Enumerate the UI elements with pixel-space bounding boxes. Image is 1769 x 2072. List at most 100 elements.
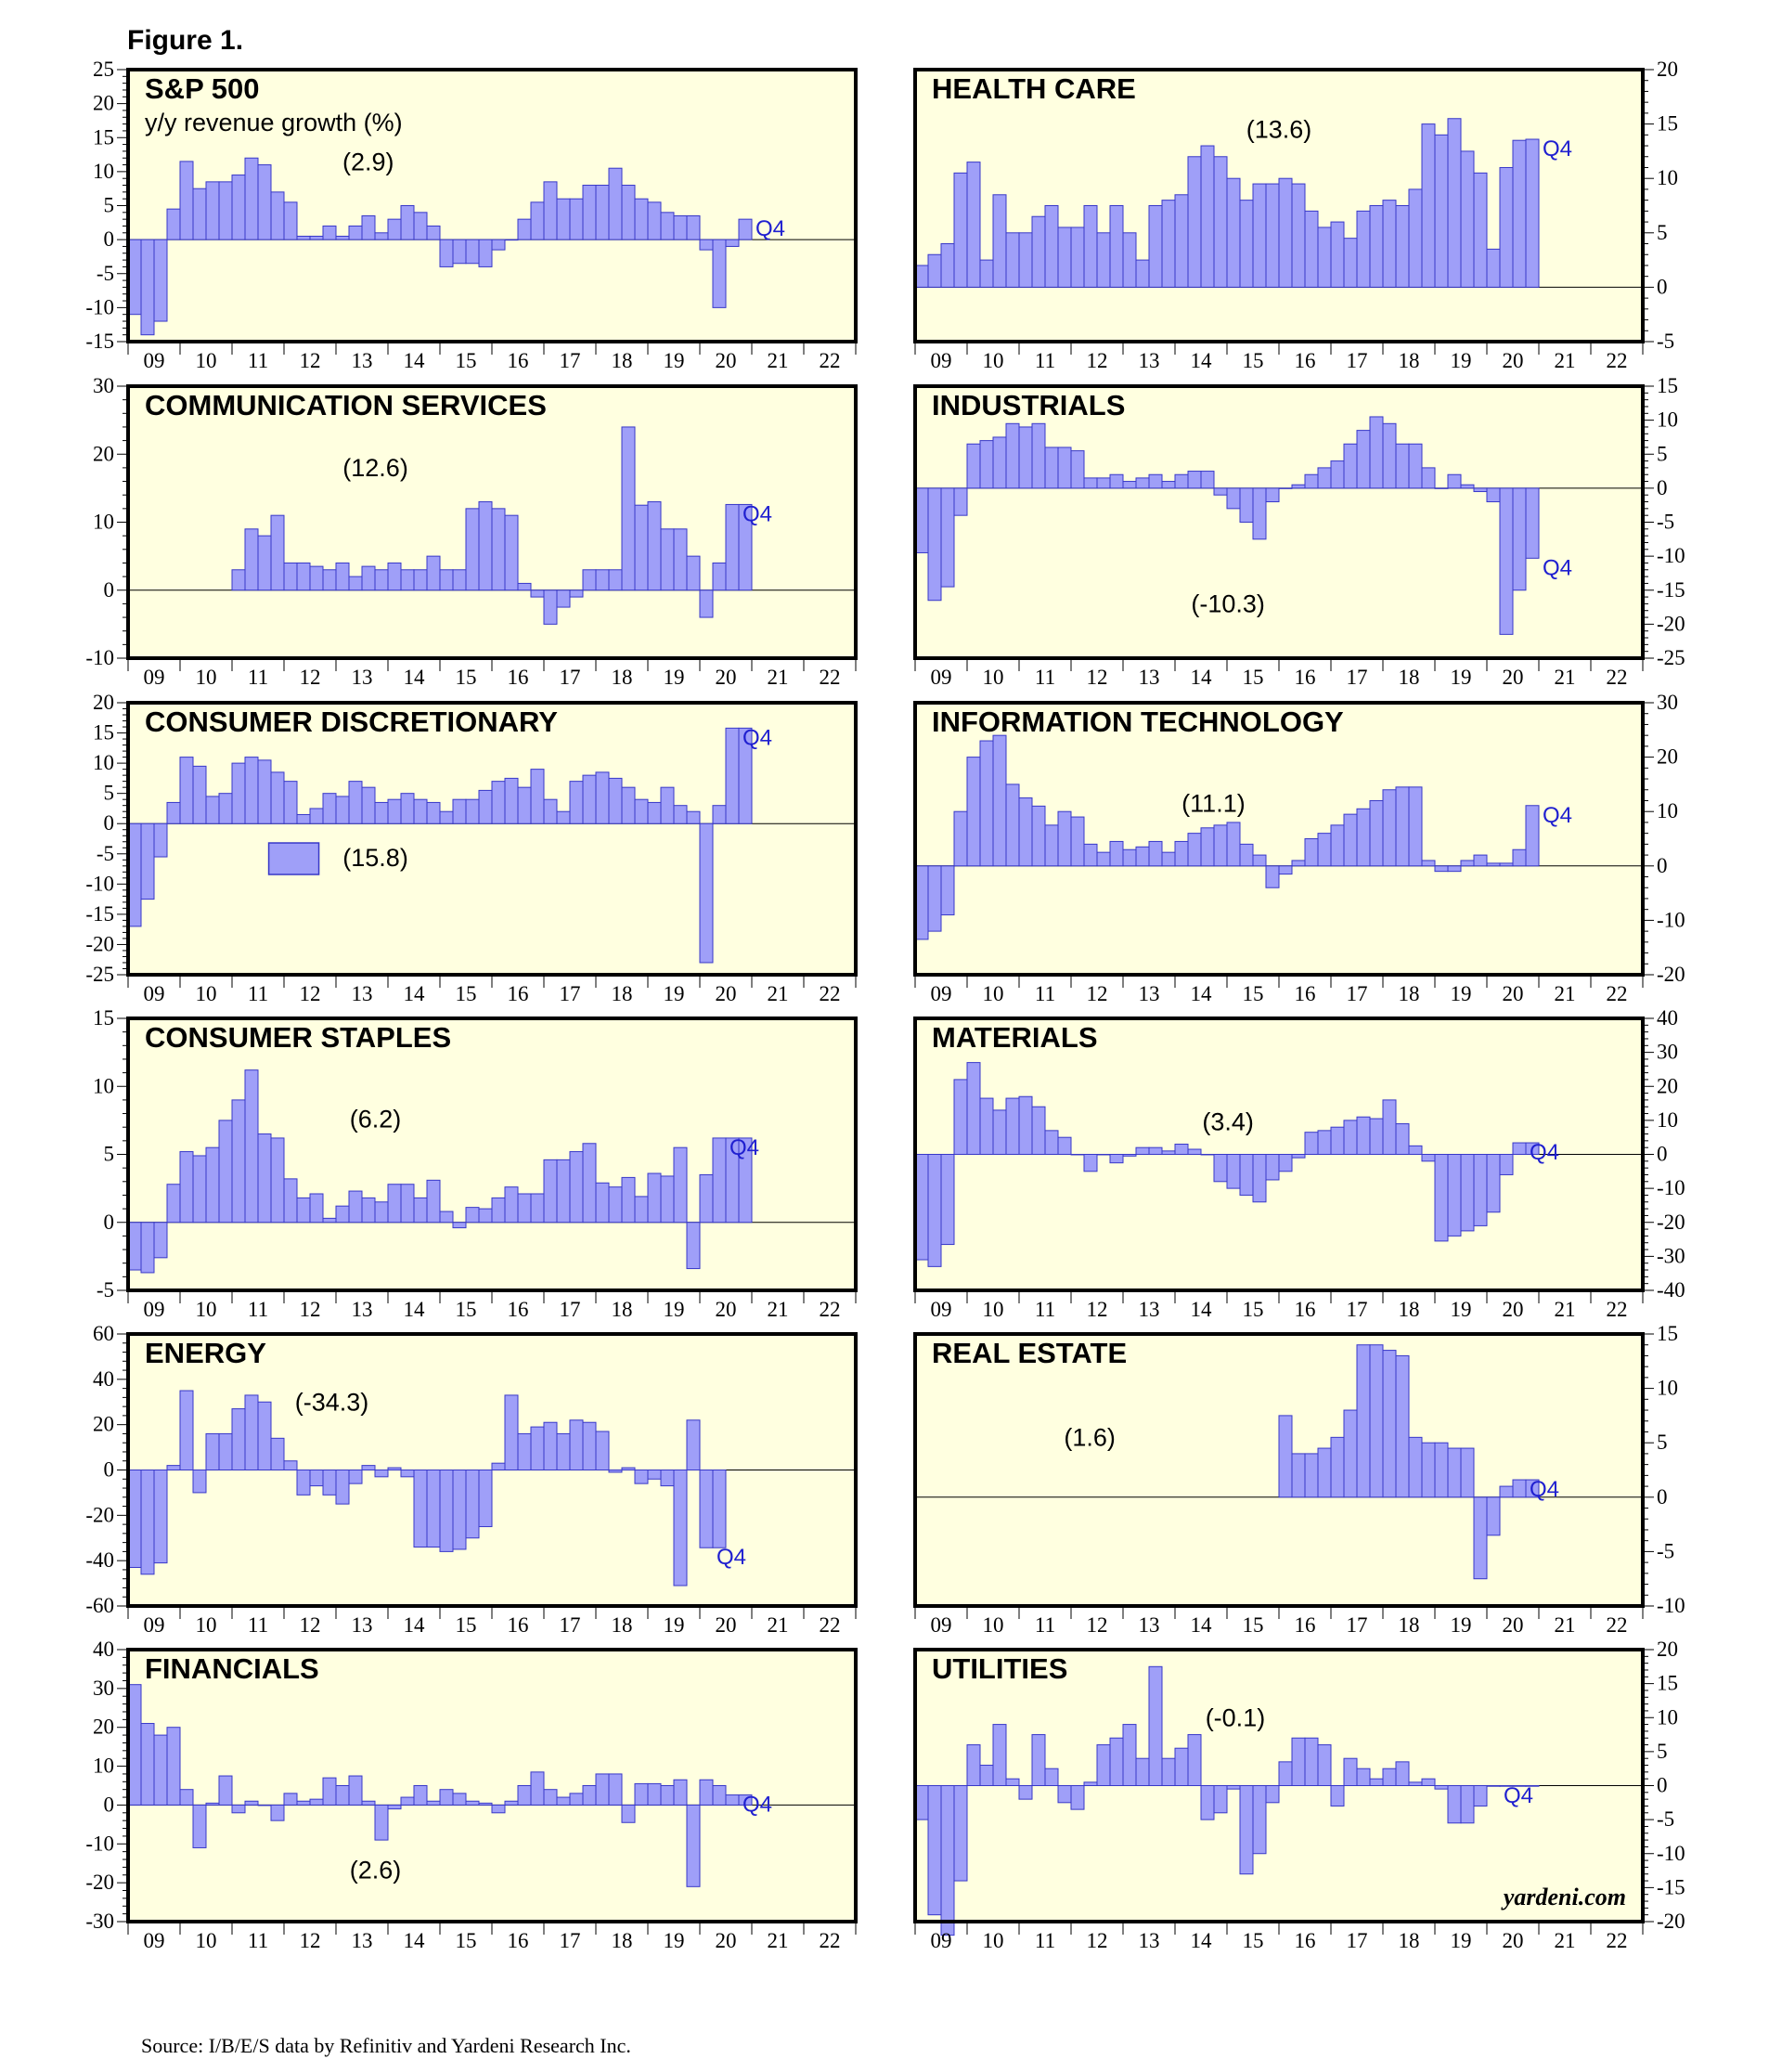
bar-consumer-staples-32 — [543, 1159, 558, 1224]
bar-industrials-37 — [1395, 443, 1410, 489]
x-tick-label: 17 — [560, 1298, 581, 1321]
bar-communication-services-35 — [582, 569, 597, 591]
bar-consumer-staples-19 — [374, 1201, 389, 1224]
bar-materials-20 — [1174, 1144, 1189, 1156]
bar-communication-services-20 — [387, 562, 402, 591]
bar-utilities-37 — [1395, 1761, 1410, 1786]
bar-utilities-2 — [940, 1785, 955, 1936]
x-tick-label: 11 — [1035, 666, 1055, 689]
bar-consumer-staples-20 — [387, 1184, 402, 1224]
bar-health-care-14 — [1096, 232, 1111, 288]
y-tick-label: 10 — [1657, 1377, 1678, 1400]
bar-sandp-500-8 — [231, 175, 246, 240]
bar-communication-services-47 — [738, 503, 753, 591]
bar-utilities-39 — [1421, 1778, 1436, 1787]
bar-health-care-38 — [1408, 188, 1423, 288]
x-tick-label: 10 — [196, 666, 217, 689]
bar-sandp-500-33 — [556, 198, 571, 240]
real-estate-panel: -10 -5 0 5 10 15 09 10 11 12 13 14 15 16 17 18 19 20 21 22 R… — [913, 1322, 1685, 1637]
bar-health-care-6 — [992, 194, 1007, 288]
bar-health-care-15 — [1109, 205, 1124, 288]
q4-marker: Q4 — [717, 1545, 746, 1570]
bar-sandp-500-35 — [582, 185, 597, 240]
bar-communication-services-10 — [257, 535, 272, 591]
x-tick-label: 09 — [144, 1298, 165, 1321]
bar-materials-32 — [1330, 1126, 1345, 1155]
bar-consumer-discretionary-1 — [140, 822, 155, 900]
x-tick-label: 16 — [1295, 982, 1316, 1005]
bar-sandp-500-1 — [140, 239, 155, 336]
bar-consumer-staples-23 — [426, 1179, 441, 1224]
bar-materials-21 — [1187, 1148, 1202, 1156]
bar-utilities-24 — [1226, 1785, 1241, 1790]
bar-utilities-3 — [953, 1785, 968, 1882]
bar-consumer-discretionary-29 — [504, 777, 519, 824]
bar-consumer-discretionary-23 — [426, 801, 441, 824]
bar-energy-32 — [543, 1421, 558, 1470]
y-tick-label: 0 — [1657, 476, 1668, 499]
x-tick-label: 18 — [612, 349, 633, 372]
bar-sandp-500-34 — [569, 198, 584, 240]
x-tick-label: 22 — [1607, 666, 1628, 689]
sandp-500-panel: -15 -10 -5 0 5 10 15 20 25 09 10 11 12 13 14 15 16 17 18 19… — [85, 58, 858, 372]
y-tick-label: -60 — [85, 1594, 114, 1617]
bar-financials-27 — [478, 1802, 493, 1806]
bar-energy-8 — [231, 1408, 246, 1470]
bar-utilities-22 — [1200, 1785, 1215, 1820]
panel-title: INFORMATION TECHNOLOGY — [932, 706, 1344, 738]
y-tick-label: -20 — [1657, 1910, 1685, 1933]
bar-information-technology-40 — [1434, 865, 1449, 873]
bar-utilities-40 — [1434, 1785, 1449, 1790]
bar-materials-29 — [1291, 1154, 1306, 1159]
x-tick-label: 12 — [300, 1613, 321, 1637]
latest-value-annotation: (-34.3) — [295, 1388, 369, 1416]
bar-communication-services-41 — [660, 528, 675, 591]
x-tick-label: 20 — [1503, 982, 1524, 1005]
bar-consumer-discretionary-8 — [231, 762, 246, 824]
x-tick-label: 21 — [768, 1298, 789, 1321]
y-tick-label: -10 — [1657, 1176, 1685, 1199]
bar-sandp-500-30 — [517, 218, 532, 240]
bar-sandp-500-32 — [543, 181, 558, 240]
bar-consumer-staples-37 — [608, 1186, 623, 1224]
bar-financials-44 — [699, 1779, 714, 1806]
bar-health-care-29 — [1291, 183, 1306, 288]
x-tick-label: 09 — [931, 1613, 952, 1637]
bar-information-technology-23 — [1213, 824, 1228, 867]
y-tick-label: -40 — [85, 1548, 114, 1572]
bar-energy-16 — [335, 1470, 350, 1505]
bar-consumer-staples-34 — [569, 1151, 584, 1224]
bar-materials-38 — [1408, 1145, 1423, 1155]
bar-energy-36 — [595, 1431, 610, 1470]
bar-energy-5 — [192, 1470, 207, 1494]
bar-financials-5 — [192, 1804, 207, 1848]
y-tick-label: 40 — [93, 1367, 114, 1391]
bar-utilities-41 — [1447, 1785, 1462, 1824]
x-tick-label: 09 — [144, 982, 165, 1005]
bar-sandp-500-2 — [153, 239, 168, 322]
bar-materials-7 — [1005, 1097, 1020, 1155]
bar-industrials-34 — [1356, 430, 1371, 489]
bar-communication-services-8 — [231, 569, 246, 591]
bar-sandp-500-36 — [595, 185, 610, 240]
bar-energy-26 — [465, 1470, 480, 1539]
x-tick-label: 16 — [508, 666, 529, 689]
y-tick-label: 0 — [104, 1793, 115, 1816]
x-tick-label: 09 — [931, 982, 952, 1005]
x-tick-label: 20 — [1503, 1929, 1524, 1952]
x-tick-label: 14 — [1191, 666, 1213, 689]
panel-subtitle: y/y revenue growth (%) — [145, 109, 403, 136]
bar-financials-46 — [725, 1794, 740, 1806]
x-tick-label: 11 — [1035, 1613, 1055, 1637]
y-tick-label: 10 — [93, 1074, 114, 1097]
bar-consumer-staples-0 — [127, 1222, 142, 1271]
energy-panel: -60 -40 -20 0 20 40 60 09 10 11 12 13 14 15 16 17 18 19 20… — [85, 1322, 858, 1637]
bar-information-technology-37 — [1395, 786, 1410, 867]
x-tick-label: 14 — [1191, 1613, 1213, 1637]
utilities-panel: -20 -15 -10 -5 0 5 10 15 20 09 10 11 12 13 14 15 16 17 18 1… — [913, 1638, 1685, 1952]
bar-utilities-19 — [1161, 1757, 1176, 1786]
x-tick-label: 16 — [1295, 1929, 1316, 1952]
bar-financials-47 — [738, 1794, 753, 1806]
panel-title: UTILITIES — [932, 1652, 1067, 1685]
bar-communication-services-36 — [595, 569, 610, 591]
